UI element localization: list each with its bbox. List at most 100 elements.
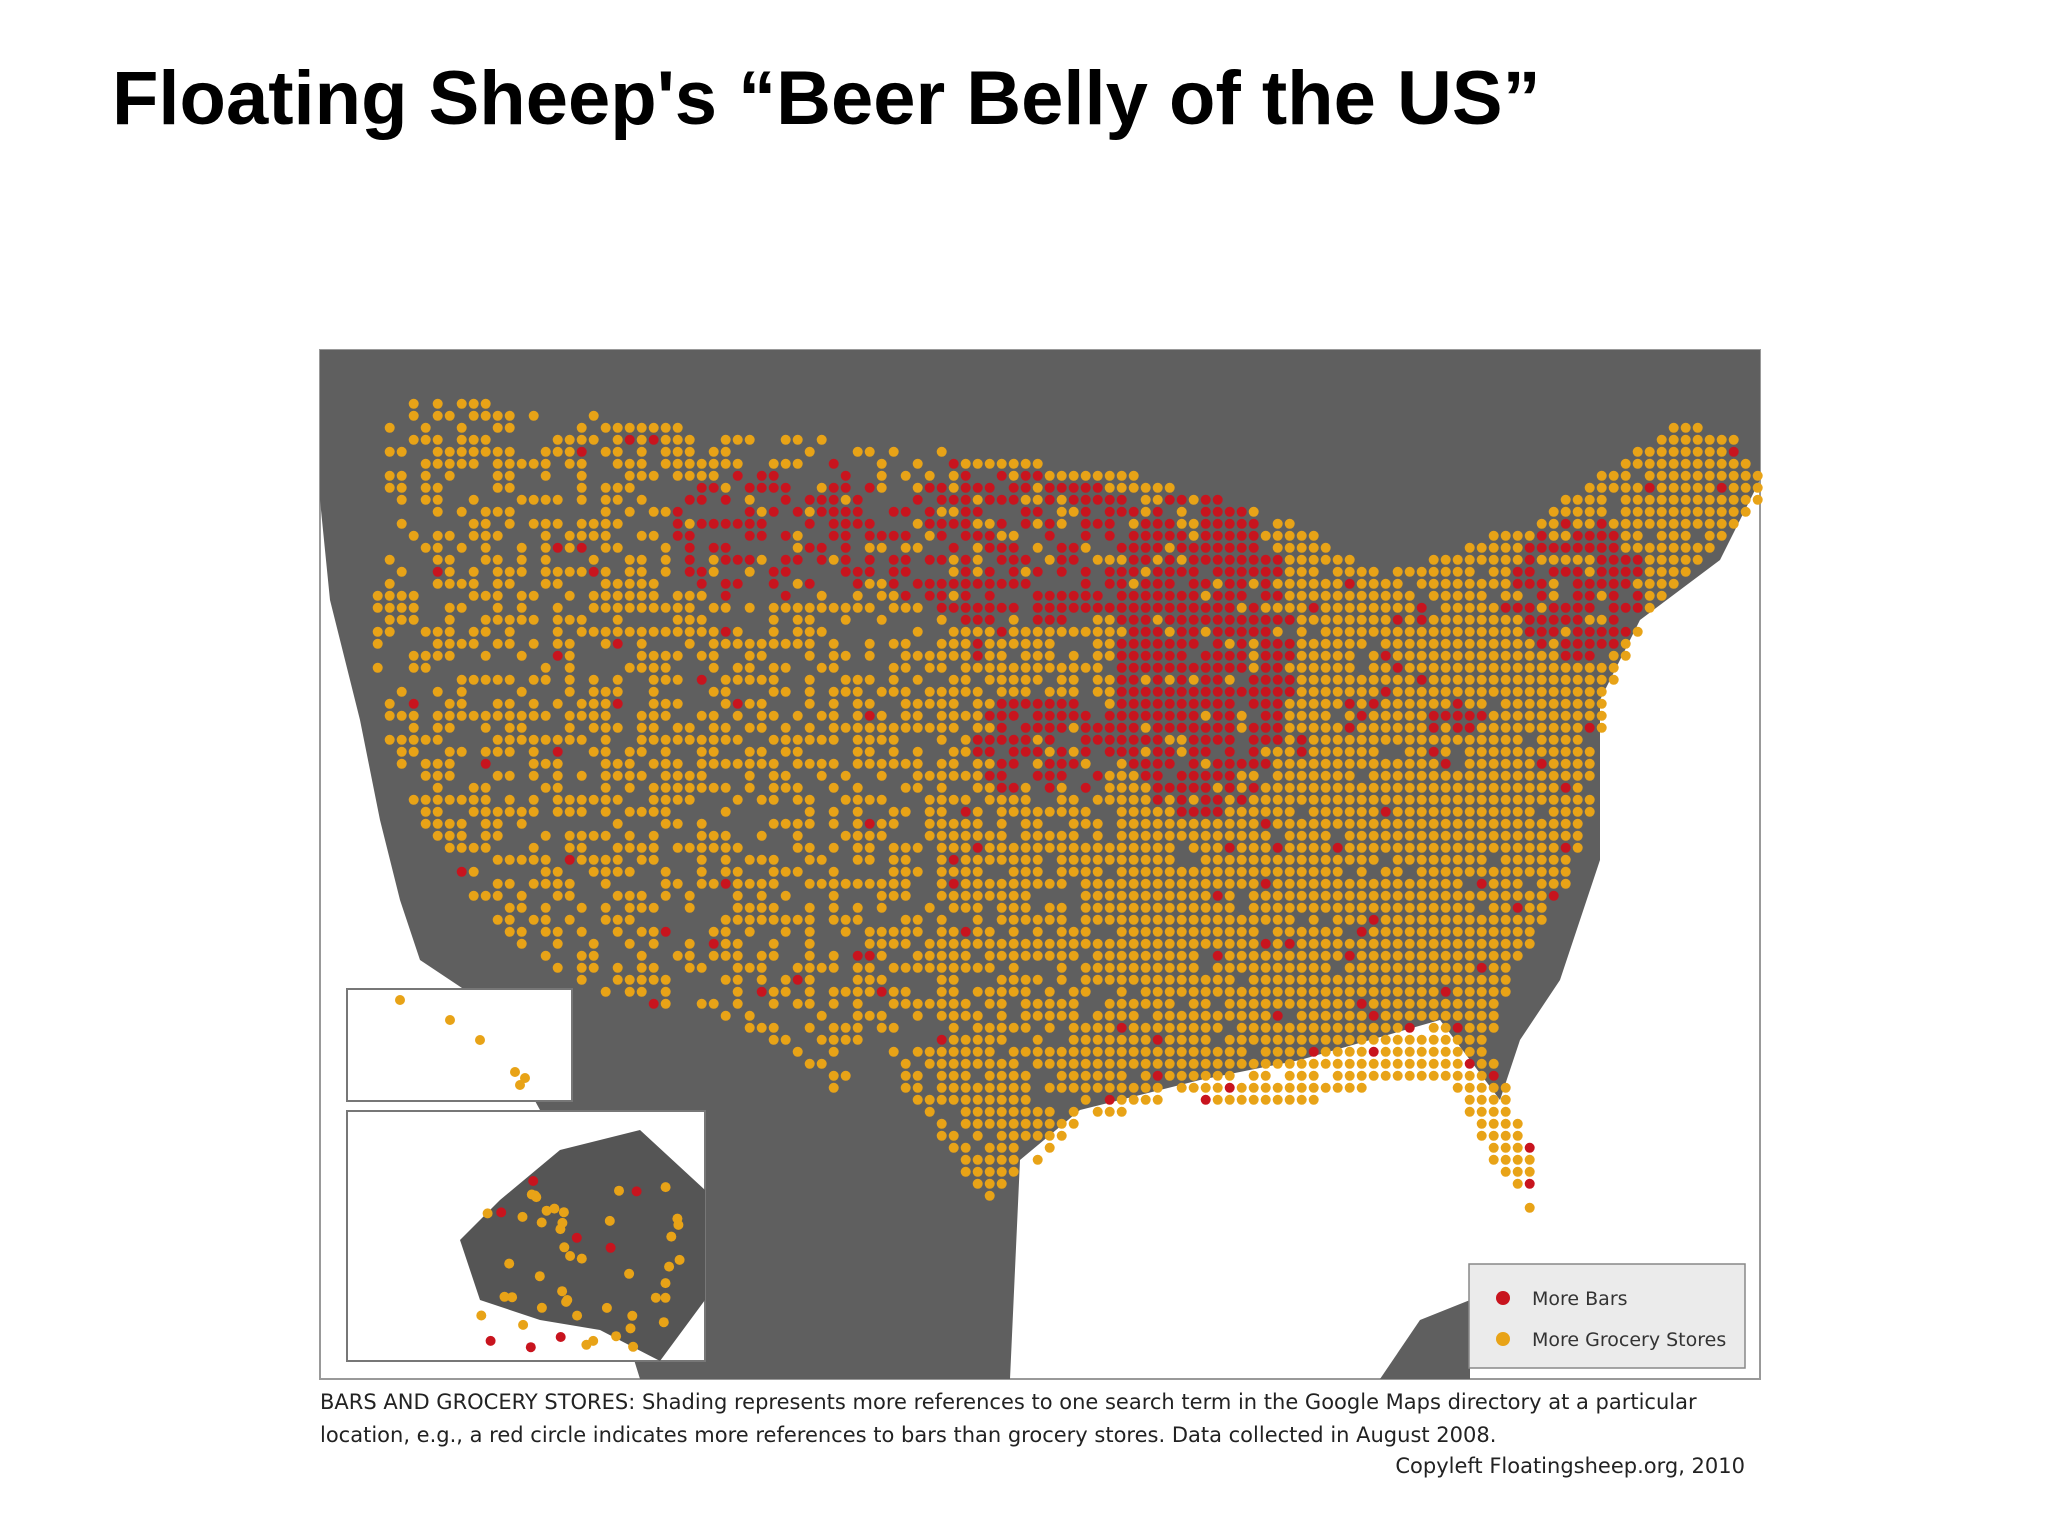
map-dot: [1188, 698, 1199, 709]
map-dot: [1428, 662, 1439, 673]
map-dot: [456, 866, 467, 877]
map-dot: [1056, 1082, 1067, 1093]
map-dot: [480, 590, 491, 601]
map-dot: [672, 722, 683, 733]
map-dot: [1152, 494, 1163, 505]
map-dot: [432, 722, 443, 733]
map-dot: [588, 626, 599, 637]
map-dot: [1236, 578, 1247, 589]
map-dot: [1704, 506, 1715, 517]
map-dot: [468, 806, 479, 817]
map-dot: [1392, 902, 1403, 913]
map-dot: [504, 458, 515, 469]
map-dot: [1080, 1094, 1091, 1105]
map-dot: [1140, 842, 1151, 853]
map-dot: [1416, 926, 1427, 937]
map-dot: [1128, 722, 1139, 733]
map-dot: [636, 578, 647, 589]
map-dot: [1500, 890, 1511, 901]
map-dot: [792, 1046, 803, 1057]
map-dot: [1116, 950, 1127, 961]
map-dot: [756, 950, 767, 961]
map-dot: [1164, 722, 1175, 733]
map-dot: [720, 938, 731, 949]
map-dot: [948, 518, 959, 529]
map-dot: [648, 926, 659, 937]
map-dot: [876, 758, 887, 769]
map-dot: [1488, 902, 1499, 913]
map-dot: [571, 1232, 582, 1243]
map-dot: [588, 566, 599, 577]
map-dot: [1356, 758, 1367, 769]
map-dot: [1320, 974, 1331, 985]
map-dot: [708, 926, 719, 937]
map-dot: [1416, 806, 1427, 817]
map-dot: [1212, 1058, 1223, 1069]
map-dot: [1416, 1070, 1427, 1081]
map-dot: [804, 698, 815, 709]
map-dot: [1392, 1034, 1403, 1045]
map-dot: [1368, 938, 1379, 949]
map-dot: [1152, 890, 1163, 901]
map-dot: [1140, 794, 1151, 805]
map-dot: [984, 998, 995, 1009]
map-dot: [1008, 482, 1019, 493]
map-dot: [1308, 1058, 1319, 1069]
map-dot: [1260, 614, 1271, 625]
map-dot: [1692, 446, 1703, 457]
map-dot: [720, 446, 731, 457]
map-dot: [1236, 1046, 1247, 1057]
map-dot: [624, 842, 635, 853]
map-dot: [1368, 734, 1379, 745]
map-dot: [1176, 518, 1187, 529]
map-dot: [1176, 542, 1187, 553]
map-dot: [672, 506, 683, 517]
map-dot: [1464, 1070, 1475, 1081]
map-dot: [588, 602, 599, 613]
map-dot: [1032, 1058, 1043, 1069]
map-dot: [972, 686, 983, 697]
map-dot: [1308, 1046, 1319, 1057]
map-dot: [1008, 542, 1019, 553]
map-dot: [1428, 830, 1439, 841]
map-dot: [864, 446, 875, 457]
map-dot: [552, 746, 563, 757]
map-dot: [1116, 1058, 1127, 1069]
map-dot: [1236, 554, 1247, 565]
map-dot: [636, 530, 647, 541]
map-dot: [996, 470, 1007, 481]
map-dot: [1284, 722, 1295, 733]
map-dot: [1308, 974, 1319, 985]
map-dot: [828, 818, 839, 829]
map-dot: [1080, 926, 1091, 937]
map-dot: [912, 542, 923, 553]
map-dot: [1296, 650, 1307, 661]
map-dot: [1380, 1046, 1391, 1057]
map-dot: [1224, 710, 1235, 721]
map-dot: [1140, 482, 1151, 493]
map-dot: [1476, 1070, 1487, 1081]
map-dot: [840, 530, 851, 541]
map-dot: [1500, 974, 1511, 985]
map-dot: [1116, 482, 1127, 493]
slide-title: Floating Sheep's “Beer Belly of the US”: [112, 56, 1541, 141]
map-dot: [1440, 758, 1451, 769]
map-dot: [1080, 578, 1091, 589]
map-dot: [1488, 914, 1499, 925]
map-dot: [1644, 482, 1655, 493]
map-dot: [1704, 542, 1715, 553]
map-dot: [1296, 1094, 1307, 1105]
map-dot: [984, 1034, 995, 1045]
map-dot: [840, 686, 851, 697]
map-dot: [468, 866, 479, 877]
map-dot: [1368, 566, 1379, 577]
map-dot: [1032, 806, 1043, 817]
map-dot: [1056, 722, 1067, 733]
map-dot: [1152, 926, 1163, 937]
map-dot: [1704, 434, 1715, 445]
map-dot: [1164, 842, 1175, 853]
map-dot: [936, 446, 947, 457]
map-dot: [1524, 722, 1535, 733]
map-dot: [408, 794, 419, 805]
map-dot: [540, 446, 551, 457]
